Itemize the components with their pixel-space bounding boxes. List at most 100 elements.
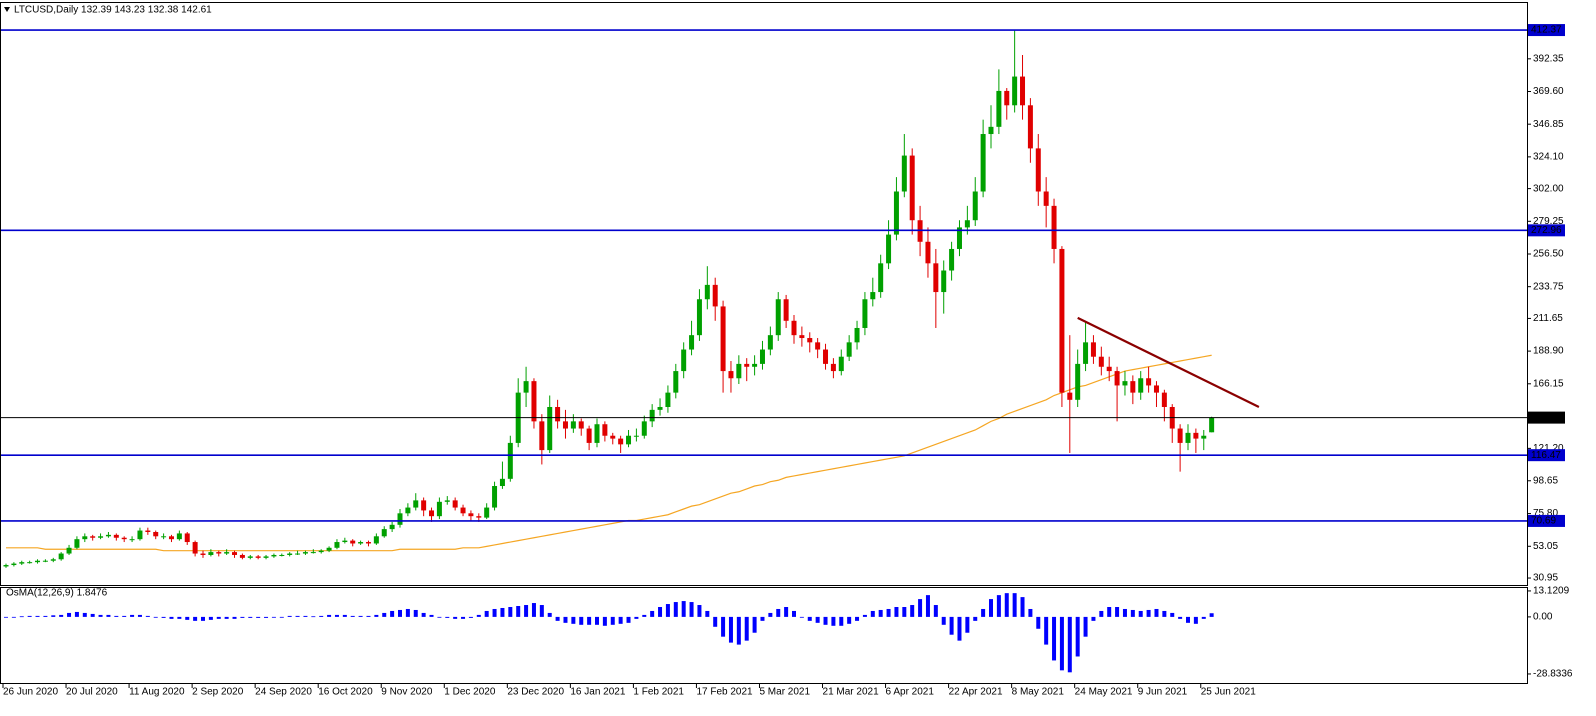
candle-body	[168, 536, 174, 540]
candle-body	[468, 513, 474, 517]
osma-panel	[0, 587, 1528, 684]
y-tick-label: 188.90	[1533, 346, 1564, 357]
candle-body	[365, 542, 371, 544]
level-label: 116.47	[1531, 450, 1561, 461]
candle-body	[3, 565, 9, 567]
y-tick-label: 0.00	[1533, 612, 1553, 623]
y-tick-label: -28.8336	[1533, 669, 1573, 680]
candle-body	[184, 533, 190, 543]
osma-bar	[413, 609, 418, 617]
osma-bar	[500, 607, 505, 617]
candle-body	[129, 539, 135, 541]
osma-bar	[59, 614, 64, 617]
candle-body	[846, 342, 852, 357]
candle-body	[421, 500, 427, 511]
osma-bar	[366, 615, 371, 617]
osma-bar	[4, 616, 8, 618]
candle-body	[925, 241, 931, 264]
osma-bar	[185, 616, 190, 620]
candle-body	[901, 155, 907, 192]
osma-bar	[610, 616, 615, 625]
osma-bar	[563, 616, 568, 623]
osma-bar	[461, 616, 466, 619]
candle-body	[326, 547, 332, 551]
osma-bar	[342, 614, 347, 617]
osma-bar	[650, 610, 655, 617]
osma-bar	[989, 599, 993, 617]
symbol-header: LTCUSD,Daily 132.39 143.23 132.38 142.61	[14, 5, 212, 16]
osma-bar	[847, 616, 852, 624]
x-tick-label: 2 Sep 2020	[192, 687, 244, 698]
osma-bar	[374, 614, 379, 617]
osma-bar	[886, 608, 891, 617]
x-tick-label: 17 Feb 2021	[696, 687, 753, 698]
osma-bar	[665, 604, 670, 617]
osma-bar	[1091, 616, 1096, 621]
candle-body	[137, 530, 143, 540]
price-panel	[0, 2, 1528, 586]
osma-bar	[1036, 616, 1041, 629]
osma-bar	[799, 616, 804, 618]
candle-body	[956, 227, 962, 249]
candle-body	[728, 371, 734, 379]
osma-bar	[1044, 616, 1049, 645]
osma-bar	[855, 616, 860, 621]
candle-body	[216, 552, 222, 554]
x-tick-label: 9 Nov 2020	[381, 687, 433, 698]
candle-body	[1146, 378, 1152, 386]
osma-bar	[1067, 616, 1072, 673]
candle-body	[988, 126, 994, 135]
candle-body	[972, 191, 978, 221]
candle-body	[641, 421, 647, 436]
candle-body	[1059, 248, 1065, 393]
osma-bar	[839, 616, 844, 626]
candle-body	[413, 500, 419, 508]
candle-body	[1090, 342, 1096, 357]
candle-body	[176, 533, 182, 540]
x-tick-label: 22 Apr 2021	[949, 687, 1003, 698]
candle-body	[720, 306, 726, 372]
candle-body	[799, 335, 805, 339]
osma-bar	[555, 616, 560, 621]
osma-bar	[602, 616, 607, 626]
candle-body	[1114, 371, 1120, 386]
osma-bar	[870, 610, 875, 617]
osma-bar	[760, 616, 765, 621]
candle-body	[358, 542, 364, 544]
candle-body	[886, 234, 892, 264]
candle-body	[334, 542, 340, 548]
collapse-icon[interactable]	[4, 7, 10, 12]
x-tick-label: 11 Aug 2020	[129, 687, 185, 698]
osma-bar	[256, 616, 261, 618]
osma-bar	[1138, 610, 1143, 617]
osma-bar	[405, 608, 410, 617]
candle-body	[1201, 435, 1207, 439]
x-tick-label: 16 Jan 2021	[570, 687, 625, 698]
osma-bar	[587, 616, 592, 625]
osma-bar	[468, 616, 473, 618]
osma-bar	[1099, 610, 1104, 617]
osma-bar	[831, 616, 836, 626]
x-tick-label: 6 Apr 2021	[886, 687, 935, 698]
osma-bar	[697, 605, 702, 617]
osma-bar	[1146, 609, 1151, 617]
candle-body	[98, 536, 104, 538]
osma-bar	[35, 615, 40, 617]
candle-body	[484, 507, 490, 518]
candle-body	[815, 342, 821, 350]
candle-body	[373, 536, 379, 544]
candle-body	[405, 507, 411, 514]
y-tick-label: 392.35	[1533, 53, 1564, 64]
candle-body	[909, 155, 915, 221]
candle-body	[996, 90, 1002, 127]
osma-bar	[1209, 613, 1214, 617]
osma-bar	[823, 616, 828, 625]
candle-body	[649, 409, 655, 422]
osma-bar	[752, 616, 757, 633]
osma-bar	[1154, 608, 1159, 617]
candle-body	[35, 560, 41, 563]
candle-body	[66, 547, 72, 554]
osma-bar	[1122, 608, 1127, 617]
candle-body	[854, 327, 860, 343]
